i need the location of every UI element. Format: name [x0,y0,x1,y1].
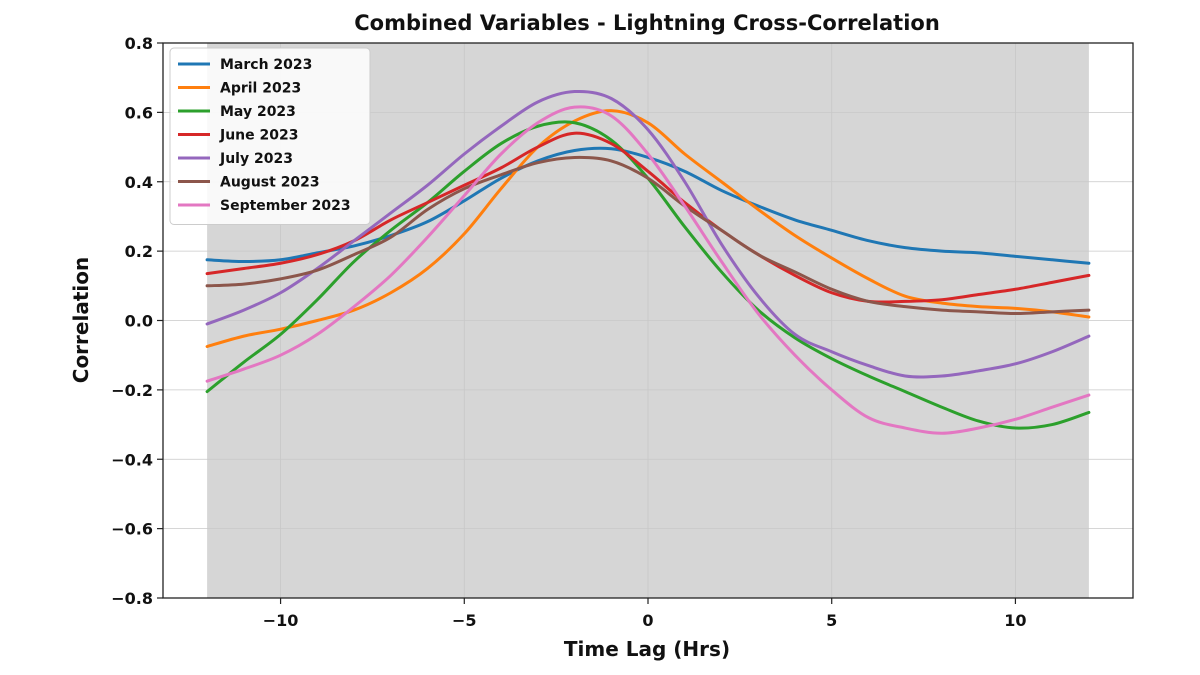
legend-label-april-2023: April 2023 [220,81,301,97]
x-tick-label: 10 [1004,611,1026,630]
y-tick-label: −0.2 [111,381,153,400]
legend-label-may-2023: May 2023 [220,104,296,120]
x-tick-label: 5 [826,611,837,630]
x-tick-label: −10 [263,611,299,630]
series-line-march-2023 [205,146,1091,265]
y-axis-label: Correlation [69,257,93,383]
y-tick-label: 0.2 [125,242,153,261]
y-tick-label: −0.8 [111,589,153,608]
legend-label-march-2023: March 2023 [220,57,312,73]
legend-label-september-2023: September 2023 [220,198,351,214]
x-tick-label: 0 [642,611,653,630]
y-tick-label: −0.4 [111,450,153,469]
y-tick-label: 0.6 [125,103,153,122]
chart-title: Combined Variables - Lightning Cross-Cor… [354,11,940,35]
y-tick-label: 0.4 [125,173,153,192]
y-tick-label: −0.6 [111,520,153,539]
x-tick-label: −5 [452,611,477,630]
legend-label-june-2023: June 2023 [219,128,298,144]
y-tick-label: 0.8 [125,34,153,53]
legend-label-august-2023: August 2023 [220,175,320,191]
series-line-august-2023 [205,155,1091,316]
legend-box [169,47,371,225]
y-tick-label: 0.0 [125,312,153,331]
x-axis-label: Time Lag (Hrs) [564,637,730,661]
legend: March 2023 April 2023 May 2023 June 2023 Jul… [169,47,371,225]
series-line-july-2023 [205,89,1091,379]
series-line-september-2023 [205,105,1091,435]
y-axis-ticks: −0.8 −0.6 −0.4 −0.2 0.0 0.2 0.4 0.6 0.8 [111,34,163,608]
x-axis-ticks: −10 −5 0 5 10 [263,598,1027,630]
series-line-april-2023 [205,109,1091,349]
series-lines [205,89,1091,435]
legend-label-july-2023: July 2023 [219,151,293,167]
